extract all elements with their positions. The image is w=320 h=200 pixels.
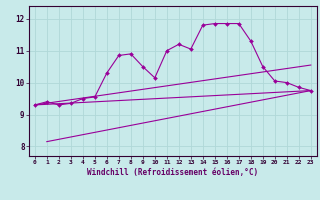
X-axis label: Windchill (Refroidissement éolien,°C): Windchill (Refroidissement éolien,°C) — [87, 168, 258, 177]
